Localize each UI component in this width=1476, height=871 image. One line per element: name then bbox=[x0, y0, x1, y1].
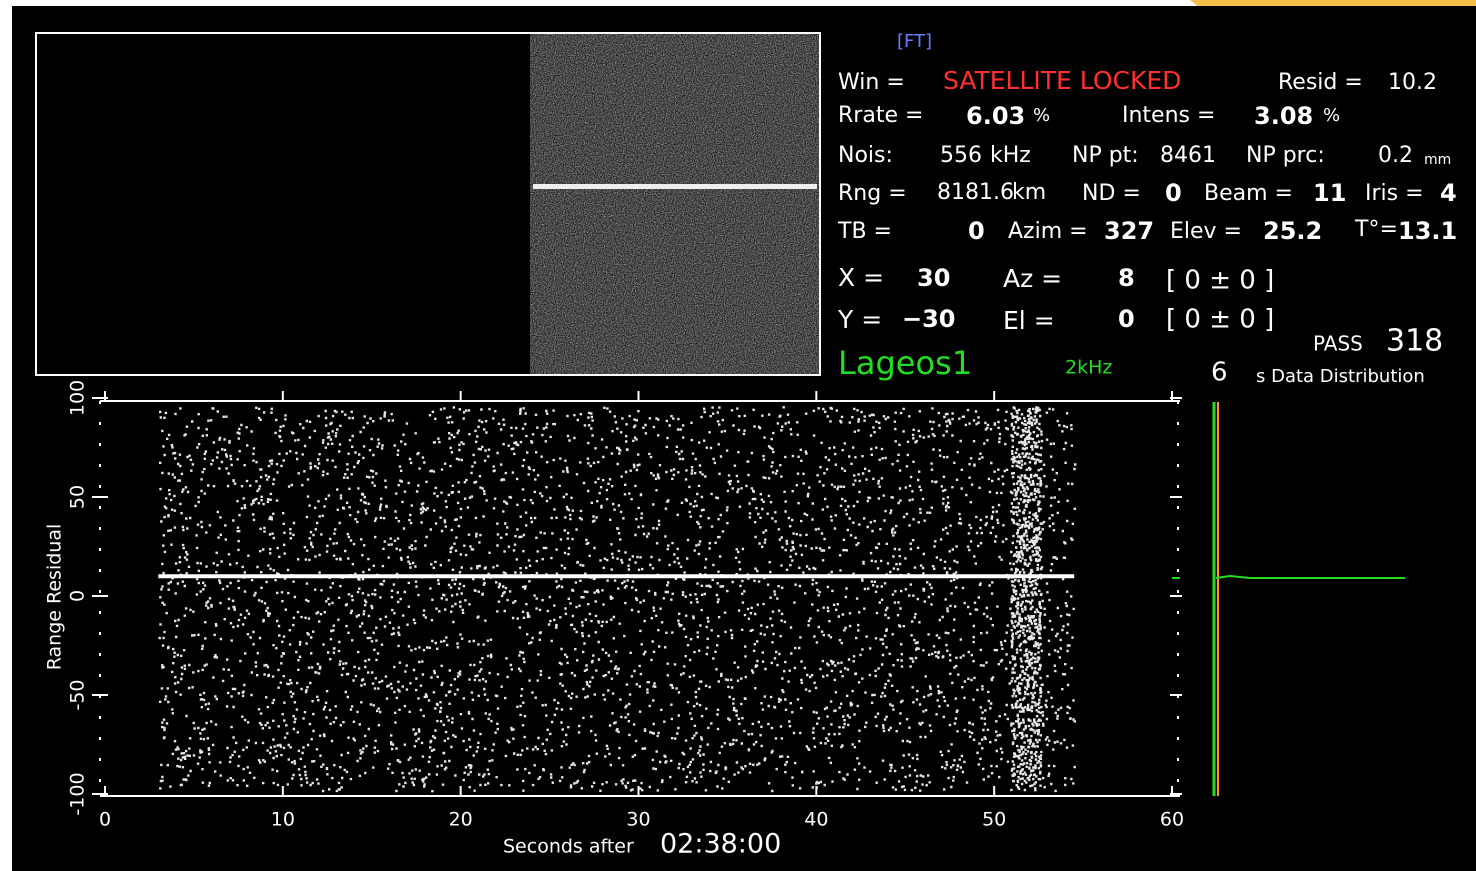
label: Resid = bbox=[1278, 70, 1363, 95]
value: 318 bbox=[1386, 324, 1443, 359]
y-tick-label: 100 bbox=[67, 380, 89, 416]
x-tick-label: 50 bbox=[982, 809, 1006, 831]
win-state: SATELLITE LOCKED bbox=[943, 66, 1181, 95]
bracket: [ 0 ± 0 ] bbox=[1166, 305, 1274, 335]
label: PASS bbox=[1313, 332, 1363, 356]
unit: % bbox=[1033, 105, 1050, 126]
label: Azim = bbox=[1008, 219, 1088, 244]
value: 0 bbox=[1118, 305, 1135, 333]
satellite: Lageos1 bbox=[838, 344, 972, 382]
label: El = bbox=[1003, 306, 1055, 335]
label: NP pt: bbox=[1072, 143, 1139, 168]
label: NP prc: bbox=[1246, 143, 1325, 168]
value: 25.2 bbox=[1263, 217, 1322, 245]
x-tick-label: 20 bbox=[449, 809, 473, 831]
label: Elev = bbox=[1170, 219, 1242, 244]
rate: 2kHz bbox=[1065, 357, 1112, 379]
image-return-line bbox=[533, 184, 817, 189]
y-tick-label: 50 bbox=[67, 485, 89, 509]
label: Iris = bbox=[1365, 181, 1424, 206]
screen: [FT] Win = SATELLITE LOCKED Resid = 10.2… bbox=[0, 0, 1476, 871]
label: Rrate = bbox=[838, 103, 923, 128]
unit: % bbox=[1323, 105, 1340, 126]
label: X = bbox=[838, 263, 884, 292]
x-tick-label: 0 bbox=[99, 809, 111, 831]
value: −30 bbox=[902, 305, 956, 333]
value: 0 bbox=[1165, 179, 1182, 207]
value: 6.03 bbox=[966, 102, 1025, 130]
label: ND = bbox=[1082, 181, 1141, 206]
value: 13.1 bbox=[1398, 217, 1457, 245]
x-axis-time: 02:38:00 bbox=[660, 829, 781, 860]
value: 11 bbox=[1313, 179, 1346, 207]
x-tick-label: 60 bbox=[1160, 809, 1184, 831]
unit: kHz bbox=[990, 143, 1031, 168]
value: 556 bbox=[940, 143, 982, 168]
y-tick-label: -50 bbox=[67, 679, 89, 710]
label: T°= bbox=[1354, 217, 1398, 242]
label: Intens = bbox=[1122, 103, 1215, 128]
y-axis-title: Range Residual bbox=[44, 524, 66, 671]
image-noise bbox=[530, 34, 819, 374]
label: TB = bbox=[837, 219, 892, 244]
x-axis-title: Seconds after bbox=[503, 836, 634, 858]
value: 30 bbox=[917, 264, 950, 292]
y-tick-label: 0 bbox=[67, 590, 89, 602]
value: 10.2 bbox=[1388, 70, 1437, 95]
value: 327 bbox=[1104, 217, 1154, 245]
label: Az = bbox=[1003, 264, 1062, 293]
unit: km bbox=[1012, 180, 1046, 205]
value: 0.2 bbox=[1378, 143, 1413, 168]
value: 3.08 bbox=[1254, 102, 1313, 130]
value: 8181.6 bbox=[937, 180, 1014, 205]
bracket: [ 0 ± 0 ] bbox=[1166, 266, 1274, 296]
label: Win = bbox=[838, 70, 905, 95]
label: Beam = bbox=[1204, 181, 1293, 206]
unit: mm bbox=[1424, 152, 1451, 168]
x-tick-label: 10 bbox=[271, 809, 295, 831]
label: Rng = bbox=[838, 181, 907, 206]
x-tick-label: 40 bbox=[804, 809, 828, 831]
value: 8461 bbox=[1160, 143, 1216, 168]
mode: [FT] bbox=[897, 31, 932, 52]
value: 0 bbox=[968, 217, 985, 245]
value: 8 bbox=[1118, 264, 1135, 292]
value: 4 bbox=[1440, 179, 1457, 207]
label: s Data Distribution bbox=[1256, 366, 1425, 387]
value: 6 bbox=[1211, 358, 1228, 388]
label: Nois: bbox=[838, 143, 893, 168]
x-tick-label: 30 bbox=[626, 809, 650, 831]
label: Y = bbox=[837, 305, 882, 334]
y-tick-label: -100 bbox=[67, 772, 89, 815]
